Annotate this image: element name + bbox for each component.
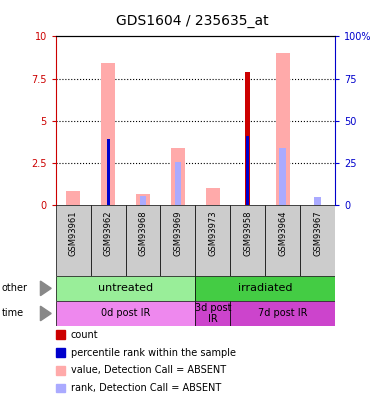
Bar — [56, 301, 195, 326]
Text: GSM93969: GSM93969 — [173, 211, 182, 256]
Bar — [195, 276, 335, 301]
Bar — [265, 205, 300, 276]
Bar — [56, 205, 91, 276]
Text: 0d post IR: 0d post IR — [101, 309, 150, 318]
Text: percentile rank within the sample: percentile rank within the sample — [70, 347, 236, 358]
Text: time: time — [2, 309, 24, 318]
Bar — [195, 205, 230, 276]
Text: value, Detection Call = ABSENT: value, Detection Call = ABSENT — [70, 365, 226, 375]
Text: irradiated: irradiated — [238, 284, 293, 293]
Bar — [171, 148, 185, 205]
Bar — [246, 136, 249, 205]
Text: rank, Detection Call = ABSENT: rank, Detection Call = ABSENT — [70, 383, 221, 393]
Bar — [195, 301, 230, 326]
Bar — [136, 194, 150, 205]
Bar — [315, 196, 321, 205]
Text: GSM93962: GSM93962 — [104, 211, 113, 256]
Text: GSM93964: GSM93964 — [278, 211, 287, 256]
Bar — [91, 205, 126, 276]
Bar — [140, 196, 146, 205]
Text: GSM93967: GSM93967 — [313, 211, 322, 256]
Text: 7d post IR: 7d post IR — [258, 309, 307, 318]
Text: GSM93961: GSM93961 — [69, 211, 78, 256]
Text: GSM93958: GSM93958 — [243, 211, 252, 256]
Text: untreated: untreated — [98, 284, 153, 293]
Bar — [300, 205, 335, 276]
Bar — [230, 301, 335, 326]
Bar — [66, 191, 80, 205]
Bar — [206, 188, 220, 205]
Text: other: other — [2, 284, 28, 293]
Bar — [276, 53, 290, 205]
Text: GSM93968: GSM93968 — [139, 211, 147, 256]
Bar — [230, 205, 265, 276]
Bar — [161, 205, 195, 276]
Text: count: count — [70, 330, 98, 340]
Bar — [107, 139, 110, 205]
Bar — [101, 64, 115, 205]
Bar — [126, 205, 161, 276]
Text: GSM93973: GSM93973 — [208, 211, 218, 256]
Bar — [280, 149, 286, 205]
Bar — [56, 276, 195, 301]
Text: GDS1604 / 235635_at: GDS1604 / 235635_at — [116, 14, 269, 28]
Bar — [175, 162, 181, 205]
Text: 3d post
IR: 3d post IR — [194, 303, 231, 324]
Bar — [245, 72, 250, 205]
